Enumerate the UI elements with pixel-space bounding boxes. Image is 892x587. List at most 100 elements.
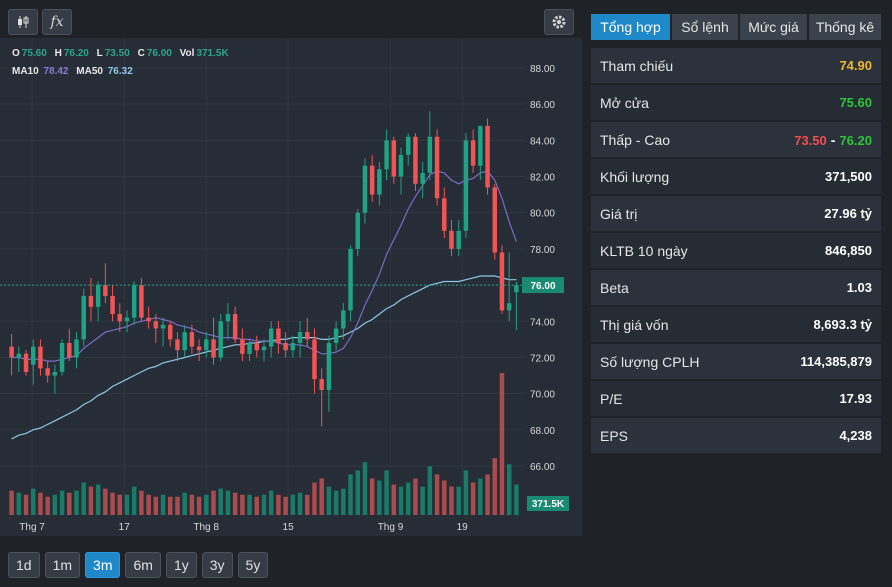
- range-button-6m[interactable]: 6m: [125, 552, 161, 578]
- volume-bar: [247, 494, 252, 515]
- candle-body: [31, 346, 36, 365]
- volume-bar: [95, 484, 101, 515]
- y-tick-label: 84.00: [530, 136, 555, 147]
- x-tick-label: Thg 9: [378, 522, 404, 533]
- range-button-3m[interactable]: 3m: [85, 552, 121, 578]
- low-value: 73.50: [104, 48, 130, 59]
- candle-body: [348, 248, 353, 311]
- y-tick-label: 68.00: [530, 426, 555, 437]
- candle-body: [355, 212, 360, 249]
- candle-body: [413, 136, 418, 184]
- candle-body: [268, 328, 274, 347]
- range-button-1y[interactable]: 1y: [165, 552, 197, 578]
- volume-bar: [67, 492, 72, 515]
- range-button-1d[interactable]: 1d: [8, 552, 40, 578]
- volume-bar: [168, 496, 173, 515]
- volume-bar: [348, 474, 353, 515]
- volume-bar: [211, 490, 216, 515]
- candle-body: [470, 140, 476, 166]
- info-row-khoi-luong: Khối lượng 371,500: [591, 159, 881, 194]
- candle-body: [254, 342, 260, 351]
- tab-muc-gia[interactable]: Mức giá: [740, 14, 807, 40]
- candle-body: [160, 324, 166, 329]
- x-tick-label: Thg 7: [19, 522, 45, 533]
- volume-bar: [290, 494, 296, 515]
- candle-body: [182, 332, 187, 351]
- info-row-tham-chieu: Tham chiếu 74.90: [591, 48, 881, 83]
- info-label: Số lượng CPLH: [600, 353, 700, 370]
- info-rows: Tham chiếu 74.90 Mở cửa 75.60 Thấp - Cao…: [591, 48, 881, 453]
- price-marker-box: [522, 277, 564, 294]
- beta-value: 1.03: [846, 280, 872, 295]
- avg-volume-value: 846,850: [825, 243, 872, 258]
- candlestick-type-button[interactable]: [8, 9, 38, 35]
- candle-body: [514, 285, 519, 293]
- volume-bar: [88, 486, 94, 515]
- tab-tong-hop[interactable]: Tổng hợp: [591, 14, 670, 40]
- tab-thong-ke[interactable]: Thống kê: [809, 14, 881, 40]
- candle-body: [225, 314, 231, 322]
- candle-body: [261, 346, 267, 351]
- candle-body: [218, 321, 223, 358]
- candle-body: [232, 314, 238, 340]
- candlestick-icon: [18, 16, 29, 28]
- info-row-thap-cao: Thấp - Cao 73.50-76.20: [591, 122, 881, 157]
- candle-body: [103, 285, 108, 296]
- candle-body: [449, 230, 454, 249]
- shares-outstanding-value: 114,385,879: [800, 354, 872, 369]
- price-chart[interactable]: 88.00 86.00 84.00 82.00 80.00 78.00 76.00 74.00…: [0, 38, 582, 536]
- volume-label: Vol: [179, 48, 195, 59]
- tab-so-lenh[interactable]: Sổ lệnh: [672, 14, 738, 40]
- range-button-3y[interactable]: 3y: [201, 552, 233, 578]
- chart-settings-button[interactable]: [544, 9, 574, 35]
- indicator-button[interactable]: fx: [42, 9, 72, 35]
- volume-bar: [413, 478, 418, 515]
- volume-bar: [297, 492, 303, 515]
- candle-body: [369, 165, 375, 195]
- candle-body: [23, 353, 29, 372]
- y-tick-label: 80.00: [530, 209, 555, 220]
- info-label: P/E: [600, 390, 623, 407]
- volume-bar: [355, 470, 360, 515]
- candle-body: [434, 136, 440, 199]
- open-price-value: 75.60: [839, 95, 872, 110]
- ma50-value: 76.32: [107, 66, 133, 77]
- volume-bar: [449, 486, 454, 515]
- volume-bar: [74, 490, 79, 515]
- range-button-1m[interactable]: 1m: [44, 552, 81, 578]
- volume-bar: [153, 496, 159, 515]
- time-range-selector: 1d 1m 3m 6m 1y 3y 5y: [8, 552, 269, 578]
- candle-body: [442, 198, 447, 231]
- fx-icon: fx: [50, 14, 64, 30]
- volume-bar: [499, 373, 505, 515]
- y-tick-label: 82.00: [530, 173, 555, 184]
- candle-body: [384, 140, 389, 170]
- candle-body: [168, 324, 173, 340]
- candle-body: [74, 339, 79, 358]
- candle-body: [88, 295, 94, 307]
- ma10-line: [11, 170, 517, 362]
- candle-body: [45, 368, 50, 376]
- volume-bar: [103, 488, 108, 515]
- candlestick-chart[interactable]: 88.00 86.00 84.00 82.00 80.00 78.00 76.00 74.00…: [0, 38, 582, 536]
- eps-value: 4,238: [839, 428, 872, 443]
- candle-body: [124, 317, 130, 322]
- info-label: Thị giá vốn: [600, 316, 669, 333]
- volume-bar: [232, 492, 238, 515]
- info-row-mo-cua: Mở cửa 75.60: [591, 85, 881, 120]
- volume-bar: [478, 478, 483, 515]
- volume-bar: [514, 484, 519, 515]
- info-row-pe: P/E 17.93: [591, 381, 881, 416]
- volume-bar: [427, 466, 433, 515]
- y-tick-label: 66.00: [530, 462, 555, 473]
- volume-bar: [45, 496, 50, 515]
- trade-value: 27.96 tỷ: [824, 206, 872, 221]
- candle-body: [427, 136, 433, 173]
- volume-bar: [283, 496, 288, 515]
- y-tick-label: 74.00: [530, 317, 555, 328]
- volume-bar: [326, 486, 332, 515]
- ma-legend: MA10 78.42 MA50 76.32: [12, 66, 133, 77]
- volume-bar: [254, 496, 260, 515]
- volume-bar: [59, 490, 65, 515]
- range-button-5y[interactable]: 5y: [237, 552, 269, 578]
